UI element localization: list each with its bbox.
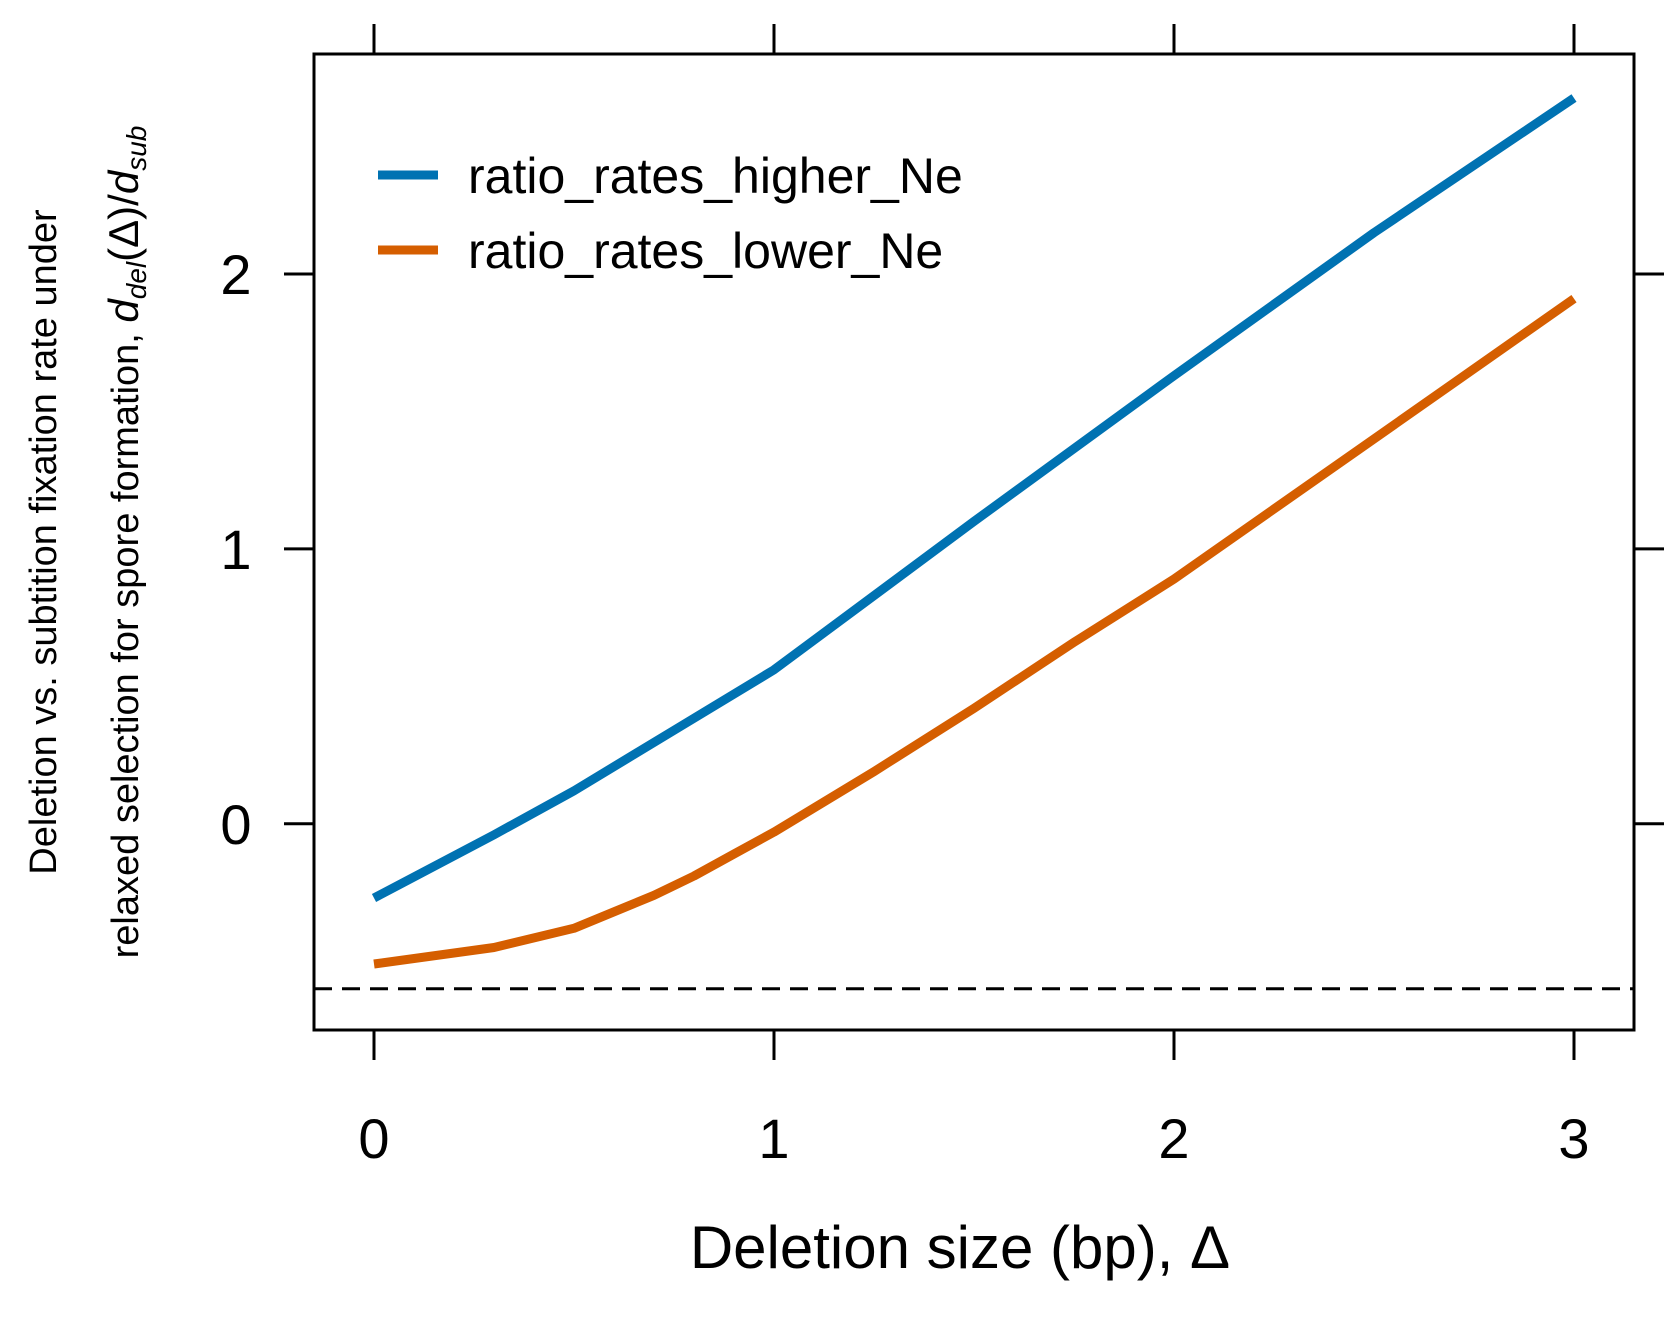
- y-axis-math-sub2: sub: [121, 126, 152, 171]
- legend-label-lower-ne: ratio_rates_lower_Ne: [468, 223, 943, 279]
- x-tick-label: 2: [1158, 1107, 1189, 1170]
- y-tick-label: 2: [220, 243, 251, 306]
- y-axis-math-paren: (Δ)/: [100, 194, 147, 262]
- y-axis-math-d1: d: [100, 298, 147, 323]
- legend-label-higher-ne: ratio_rates_higher_Ne: [468, 148, 963, 204]
- y-tick-label: 0: [220, 793, 251, 856]
- y-axis-title-line1: Deletion vs. subtition fixation rate und…: [23, 209, 65, 875]
- y-axis-math-sub1: del: [121, 261, 152, 299]
- tick-labels: 0 1 2 3 0 1 2: [220, 243, 1589, 1170]
- x-axis-title: Deletion size (bp), Δ: [690, 1214, 1230, 1281]
- y-tick-label: 1: [220, 518, 251, 581]
- series-layer: [371, 94, 1577, 969]
- axis-ticks: [284, 24, 1664, 1060]
- legend: ratio_rates_higher_Ne ratio_rates_lower_…: [378, 148, 963, 279]
- x-tick-label: 1: [758, 1107, 789, 1170]
- y-axis-title-line2-text: relaxed selection for spore formation,: [105, 323, 147, 959]
- x-tick-label: 0: [358, 1107, 389, 1170]
- x-tick-label: 3: [1558, 1107, 1589, 1170]
- y-axis-title-line2: relaxed selection for spore formation, d…: [100, 126, 152, 959]
- y-axis-math-d2: d: [100, 169, 147, 194]
- plot-frame: [312, 52, 1636, 1032]
- series-line-higher-ne: [371, 94, 1577, 902]
- series-line-lower-ne: [373, 295, 1577, 969]
